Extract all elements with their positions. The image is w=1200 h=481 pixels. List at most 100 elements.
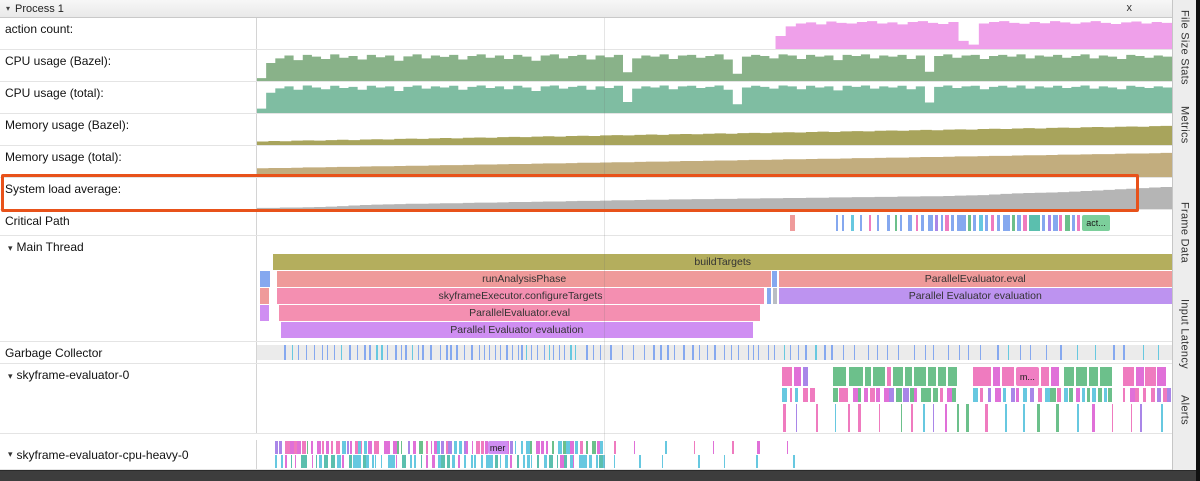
critical-path-slice[interactable] <box>951 215 955 231</box>
main-thread-chart[interactable]: buildTargets runAnalysisPhase ParallelEval… <box>257 236 1172 341</box>
counter-chart-system-load-average[interactable] <box>257 178 1172 209</box>
critical-path-slice[interactable] <box>915 215 918 231</box>
track-label-skyframe-evaluator-cpu-heavy-0[interactable]: ▾ skyframe-evaluator-cpu-heavy-0 <box>0 440 257 469</box>
close-icon[interactable]: x <box>1126 2 1133 14</box>
labeled-slice-chip[interactable]: m... <box>1015 367 1040 386</box>
critical-path-slice[interactable] <box>990 215 995 231</box>
critical-path-slice[interactable] <box>1064 215 1071 231</box>
critical-path-slice[interactable] <box>869 215 872 231</box>
critical-path-chart[interactable]: act... <box>257 210 1172 235</box>
evaluator-slice[interactable] <box>937 367 946 386</box>
critical-path-slice[interactable] <box>900 215 903 231</box>
critical-path-slice[interactable] <box>940 215 943 231</box>
evaluator-slice[interactable] <box>1145 367 1156 386</box>
tab-metrics[interactable]: Metrics <box>1173 96 1196 192</box>
collapse-arrow-icon[interactable]: ▾ <box>8 449 13 459</box>
counter-chart-cpu-usage-bazel[interactable] <box>257 50 1172 81</box>
evaluator-slice[interactable] <box>794 367 802 386</box>
critical-path-slice[interactable] <box>1053 215 1058 231</box>
critical-path-slice[interactable] <box>790 215 795 231</box>
critical-path-slice[interactable] <box>935 215 938 231</box>
evaluator-slice[interactable] <box>1088 367 1098 386</box>
evaluator-slice[interactable] <box>864 367 871 386</box>
tab-frame-data[interactable]: Frame Data <box>1173 192 1196 288</box>
critical-path-slice[interactable] <box>1017 215 1022 231</box>
evaluator-slice[interactable] <box>992 367 1000 386</box>
thread-slice[interactable] <box>259 305 269 321</box>
slice-buildtargets[interactable]: buildTargets <box>273 254 1172 270</box>
critical-path-slice[interactable] <box>1047 215 1052 231</box>
critical-path-slice[interactable] <box>1076 215 1081 231</box>
critical-path-slice[interactable] <box>1022 215 1028 231</box>
evaluator-slice[interactable] <box>1064 367 1075 386</box>
evaluator-slice[interactable] <box>849 367 863 386</box>
critical-path-slice[interactable] <box>887 215 891 231</box>
counter-chart-memory-usage-total[interactable] <box>257 146 1172 177</box>
critical-path-slice[interactable] <box>908 215 912 231</box>
evaluator-slice[interactable] <box>1001 367 1014 386</box>
garbage-collector-chart[interactable] <box>257 342 1172 363</box>
critical-path-slice[interactable] <box>973 215 976 231</box>
evaluator-slice[interactable] <box>872 367 885 386</box>
evaluator-slice[interactable] <box>1122 367 1135 386</box>
tab-input-latency[interactable]: Input Latency <box>1173 289 1196 385</box>
critical-path-slice[interactable] <box>978 215 984 231</box>
skyframe-evaluator-cpu-heavy-0-chart[interactable]: mer <box>257 440 1172 469</box>
evaluator-slice[interactable] <box>886 367 892 386</box>
slice-parallelevaluator-eval[interactable]: ParallelEvaluator.eval <box>778 271 1172 287</box>
thread-slice[interactable] <box>259 271 270 287</box>
evaluator-slice[interactable] <box>803 367 808 386</box>
critical-path-slice[interactable] <box>877 215 880 231</box>
slice-skyframeexecutor-configuretargets[interactable]: skyframeExecutor.configureTargets <box>277 288 764 304</box>
thread-slice[interactable] <box>766 288 772 304</box>
critical-path-slice[interactable] <box>836 215 839 231</box>
counter-chart-action-count[interactable] <box>257 18 1172 49</box>
critical-path-slice[interactable] <box>956 215 967 231</box>
critical-path-slice[interactable] <box>859 215 862 231</box>
evaluator-slice[interactable] <box>1136 367 1144 386</box>
evaluator-slice[interactable] <box>927 367 936 386</box>
tab-alerts[interactable]: Alerts <box>1173 385 1196 481</box>
critical-path-slice[interactable] <box>1072 215 1075 231</box>
thread-slice[interactable] <box>772 271 777 287</box>
critical-path-slice[interactable] <box>997 215 1000 231</box>
critical-path-slice[interactable] <box>841 215 844 231</box>
labeled-slice-chip[interactable]: act... <box>1082 215 1110 231</box>
skyframe-evaluator-0-chart[interactable]: m... <box>257 364 1172 433</box>
evaluator-slice[interactable] <box>1051 367 1060 386</box>
critical-path-slice[interactable] <box>850 215 854 231</box>
labeled-slice-chip[interactable]: mer <box>487 441 508 454</box>
critical-path-slice[interactable] <box>1029 215 1041 231</box>
critical-path-slice[interactable] <box>1002 215 1011 231</box>
critical-path-slice[interactable] <box>967 215 971 231</box>
slice-parallelevaluator-eval[interactable]: ParallelEvaluator.eval <box>278 305 761 321</box>
critical-path-slice[interactable] <box>921 215 924 231</box>
critical-path-slice[interactable] <box>1042 215 1045 231</box>
critical-path-slice[interactable] <box>927 215 934 231</box>
evaluator-slice[interactable] <box>904 367 913 386</box>
tab-file-size-stats[interactable]: File Size Stats <box>1173 0 1196 96</box>
evaluator-slice[interactable] <box>1099 367 1112 386</box>
track-label-main-thread[interactable]: ▾ Main Thread <box>0 236 257 341</box>
critical-path-slice[interactable] <box>945 215 949 231</box>
counter-chart-memory-usage-bazel[interactable] <box>257 114 1172 145</box>
thread-slice[interactable] <box>773 288 777 304</box>
evaluator-slice[interactable] <box>1157 367 1166 386</box>
collapse-arrow-icon[interactable]: ▾ <box>8 371 13 381</box>
evaluator-slice[interactable] <box>973 367 991 386</box>
evaluator-slice[interactable] <box>1075 367 1087 386</box>
counter-chart-cpu-usage-total[interactable] <box>257 82 1172 113</box>
slice-parallel-evaluator-evaluation[interactable]: Parallel Evaluator evaluation <box>778 288 1172 304</box>
evaluator-slice[interactable] <box>833 367 847 386</box>
evaluator-slice[interactable] <box>782 367 793 386</box>
process-header[interactable]: ▾ Process 1 x <box>0 0 1172 18</box>
critical-path-slice[interactable] <box>985 215 989 231</box>
slice-parallel-evaluator-evaluation[interactable]: Parallel Evaluator evaluation <box>280 322 753 338</box>
evaluator-slice[interactable] <box>913 367 926 386</box>
track-label-skyframe-evaluator-0[interactable]: ▾ skyframe-evaluator-0 <box>0 364 257 433</box>
evaluator-slice[interactable] <box>1041 367 1050 386</box>
thread-slice[interactable] <box>259 288 269 304</box>
critical-path-slice[interactable] <box>1011 215 1015 231</box>
critical-path-slice[interactable] <box>894 215 897 231</box>
collapse-arrow-icon[interactable]: ▾ <box>8 243 13 253</box>
